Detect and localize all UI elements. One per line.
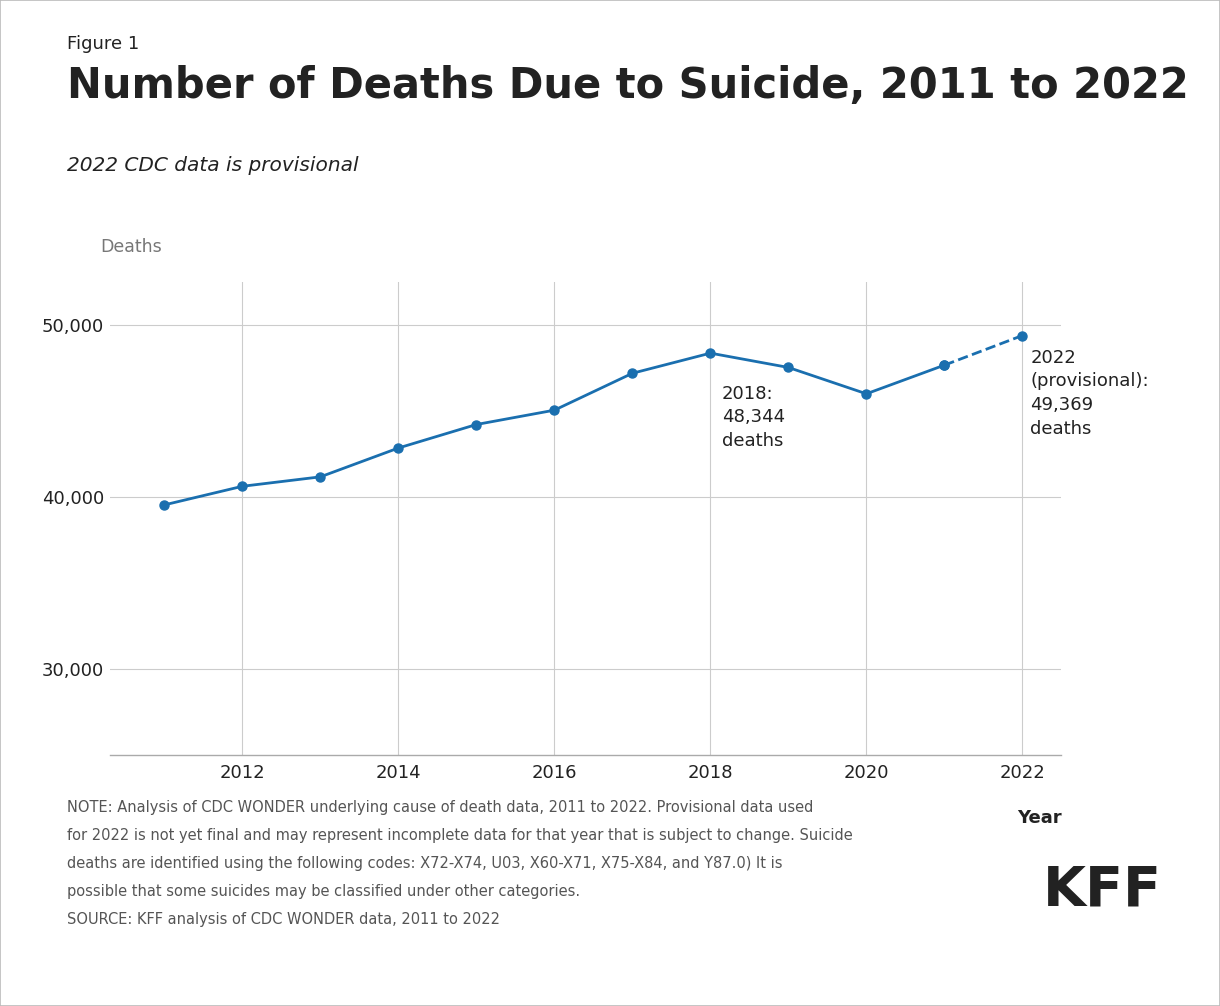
Text: Year: Year (1016, 809, 1061, 827)
Text: Number of Deaths Due to Suicide, 2011 to 2022: Number of Deaths Due to Suicide, 2011 to… (67, 65, 1188, 108)
Text: deaths are identified using the following codes: X72-X74, U03, X60-X71, X75-X84,: deaths are identified using the followin… (67, 856, 782, 871)
Text: possible that some suicides may be classified under other categories.: possible that some suicides may be class… (67, 884, 581, 899)
Text: 2022
(provisional):
49,369
deaths: 2022 (provisional): 49,369 deaths (1030, 349, 1149, 438)
Text: Deaths: Deaths (100, 237, 162, 256)
Text: 2022 CDC data is provisional: 2022 CDC data is provisional (67, 156, 359, 175)
Text: KFF: KFF (1043, 863, 1163, 917)
Text: for 2022 is not yet final and may represent incomplete data for that year that i: for 2022 is not yet final and may repres… (67, 828, 853, 843)
Text: Figure 1: Figure 1 (67, 35, 139, 53)
Text: SOURCE: KFF analysis of CDC WONDER data, 2011 to 2022: SOURCE: KFF analysis of CDC WONDER data,… (67, 912, 500, 928)
Text: 2018:
48,344
deaths: 2018: 48,344 deaths (722, 385, 786, 450)
Text: NOTE: Analysis of CDC WONDER underlying cause of death data, 2011 to 2022. Provi: NOTE: Analysis of CDC WONDER underlying … (67, 800, 814, 815)
